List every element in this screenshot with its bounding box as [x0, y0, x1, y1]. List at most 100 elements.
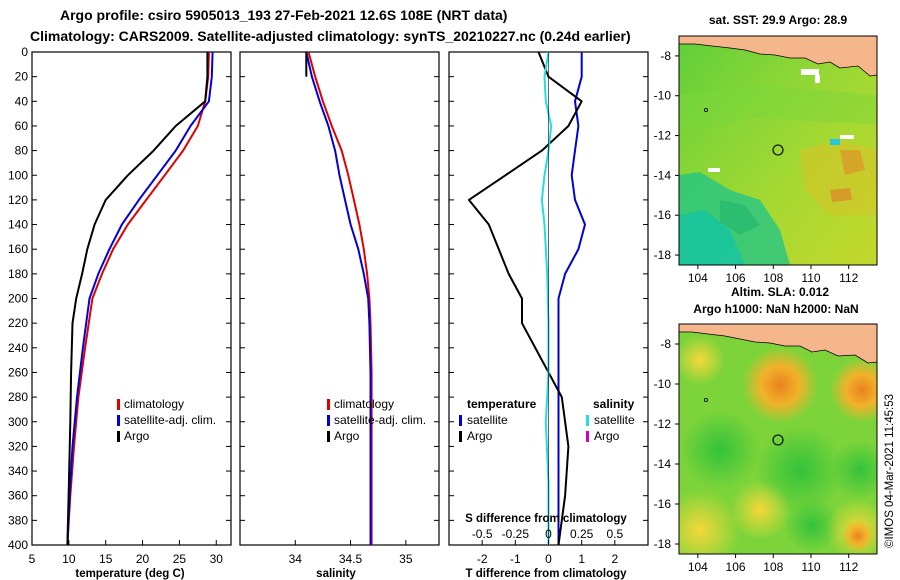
depth-tick-label: 140: [8, 218, 28, 232]
figure-title-line2: Climatology: CARS2009. Satellite-adjuste…: [30, 28, 631, 44]
legend-label-temp-argo: Argo: [467, 429, 493, 443]
x-tick-label: -1: [510, 552, 521, 566]
x-tick-label: 10: [62, 552, 76, 566]
lon-tick-label: 112: [839, 560, 858, 574]
lon-tick-label: 110: [801, 560, 820, 574]
lat-tick-label: -18: [654, 537, 672, 551]
legend-label-satellite-adj: satellite-adj. clim.: [124, 413, 216, 427]
temperature-x-ticks: 5 10 15 20 25 30: [29, 540, 224, 566]
lat-tick-label: -10: [654, 89, 672, 103]
lon-tick-label: 106: [726, 271, 746, 285]
salinity-axis-label: salinity: [316, 568, 356, 580]
figure-title-line1: Argo profile: csiro 5905013_193 27-Feb-2…: [60, 7, 507, 23]
sst-map-title: sat. SST: 29.9 Argo: 28.9: [709, 13, 848, 27]
sst-cool-patch: [720, 200, 760, 235]
float-position-marker: [772, 144, 784, 156]
sla-map-title-line2: Argo h1000: NaN h2000: NaN: [693, 302, 858, 316]
lat-tick-label: -12: [654, 417, 672, 431]
salinity-panel-frame: [239, 51, 440, 546]
salinity-legend: climatology satellite-adj. clim. Argo: [327, 397, 426, 443]
sla-high-blob: [679, 335, 725, 385]
salinity-difference-x-ticks: -0.5 -0.25 0 0.25 0.5: [472, 527, 624, 541]
difference-legend-temperature: temperature satellite Argo: [459, 397, 537, 443]
sst-cool-patch: [679, 210, 745, 265]
legend-swatch-argo: [327, 431, 330, 442]
lon-tick-label: 108: [763, 560, 783, 574]
series-line-argo: [66, 52, 209, 545]
series-line-climatology: [66, 52, 210, 545]
sla-low-blob: [784, 497, 840, 553]
depth-tick-label: 200: [8, 292, 28, 306]
lat-tick-label: -14: [654, 168, 672, 182]
t-difference-axis-label: T difference from climatology: [465, 568, 627, 580]
difference-lines: [467, 52, 586, 545]
island-marker: [704, 108, 709, 113]
legend-label-argo: Argo: [334, 429, 360, 443]
series-line-climatology: [307, 52, 373, 545]
depth-tick-label: 400: [8, 538, 28, 552]
s-difference-axis-label: S difference from climatology: [465, 513, 627, 525]
sla-map-title-line1: Altim. SLA: 0.012: [731, 285, 829, 299]
depth-axis: 0 20 40 60 80 100 120 140 160 180 200 220 240 260 280 3…: [8, 45, 648, 552]
x-tick-label: 15: [99, 552, 113, 566]
x-tick-label: 25: [173, 552, 187, 566]
x-tick-label: 35: [399, 552, 413, 566]
legend-title-salinity: salinity: [593, 397, 635, 411]
x2-tick-label: -0.5: [472, 527, 493, 541]
legend-label-sal-satellite: satellite: [594, 413, 635, 427]
sst-band: [679, 85, 877, 130]
x-tick-label: 34.5: [339, 552, 363, 566]
lat-tick-label: -14: [654, 457, 672, 471]
lon-tick-label: 104: [688, 271, 708, 285]
depth-tick-label: 380: [8, 513, 28, 527]
series-line-salinity-satellite: [540, 52, 553, 545]
sst-cold-pixel: [830, 139, 840, 145]
x2-tick-label: -0.25: [502, 527, 530, 541]
x-tick-label: 30: [210, 552, 224, 566]
depth-tick-label: 120: [8, 193, 28, 207]
island-marker: [704, 397, 709, 402]
temperature-legend: climatology satellite-adj. clim. Argo: [117, 397, 216, 443]
legend-swatch-temp-satellite: [459, 415, 462, 426]
sst-warm-patch: [830, 188, 852, 202]
imos-watermark: ©IMOS 04-Mar-2021 11:45:53: [884, 394, 896, 548]
depth-tick-label: 20: [15, 70, 29, 84]
sla-map: [679, 324, 877, 554]
legend-label-sal-argo: Argo: [594, 429, 620, 443]
series-line-temperature-satellite: [557, 52, 586, 545]
sla-map-frame: [678, 323, 878, 555]
depth-tick-label: 360: [8, 489, 28, 503]
x-tick-label: -2: [477, 552, 488, 566]
lat-tick-label: -18: [654, 248, 672, 262]
sla-high-blob: [679, 490, 740, 554]
sla-high-blob: [742, 347, 818, 423]
legend-label-climatology: climatology: [334, 397, 394, 411]
depth-tick-label: 100: [8, 168, 28, 182]
series-line-satellite-adj-clim-: [305, 52, 372, 545]
sla-map-ticks: 104 106 108 110 112 -8 -10 -12 -14 -16 -18: [654, 337, 859, 574]
depth-tick-label: 0: [21, 45, 28, 59]
depth-tick-label: 40: [15, 94, 29, 108]
legend-label-climatology: climatology: [124, 397, 184, 411]
depth-tick-label: 60: [15, 119, 29, 133]
sst-map: [679, 36, 877, 265]
lat-tick-label: -16: [654, 497, 672, 511]
x-tick-label: 5: [29, 552, 36, 566]
temperature-lines: [66, 52, 214, 545]
sst-warm-patch: [840, 150, 865, 175]
lat-tick-label: -10: [654, 377, 672, 391]
sla-low-blob: [830, 440, 877, 500]
legend-swatch-temp-argo: [459, 431, 462, 442]
sla-land: [679, 324, 877, 364]
depth-tick-label: 340: [8, 464, 28, 478]
sla-low-blob: [680, 410, 760, 490]
lat-tick-label: -12: [654, 129, 672, 143]
lat-tick-label: -8: [660, 49, 671, 63]
x-tick-label: 34: [289, 552, 303, 566]
depth-tick-label: 320: [8, 439, 28, 453]
legend-swatch-satellite-adj: [327, 415, 330, 426]
depth-tick-label: 180: [8, 267, 28, 281]
depth-tick-label: 300: [8, 415, 28, 429]
sst-missing-pixel: [801, 69, 819, 75]
